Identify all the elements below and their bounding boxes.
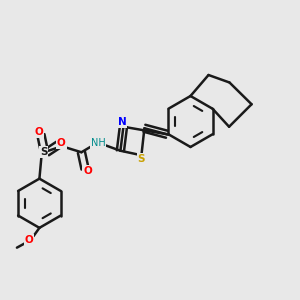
Text: O: O [34,128,43,137]
Text: O: O [57,138,66,148]
Text: NH: NH [91,138,105,148]
Text: O: O [25,235,33,245]
Text: S: S [138,154,145,164]
Text: S: S [40,147,48,157]
Text: N: N [118,117,126,127]
Text: O: O [83,166,92,176]
